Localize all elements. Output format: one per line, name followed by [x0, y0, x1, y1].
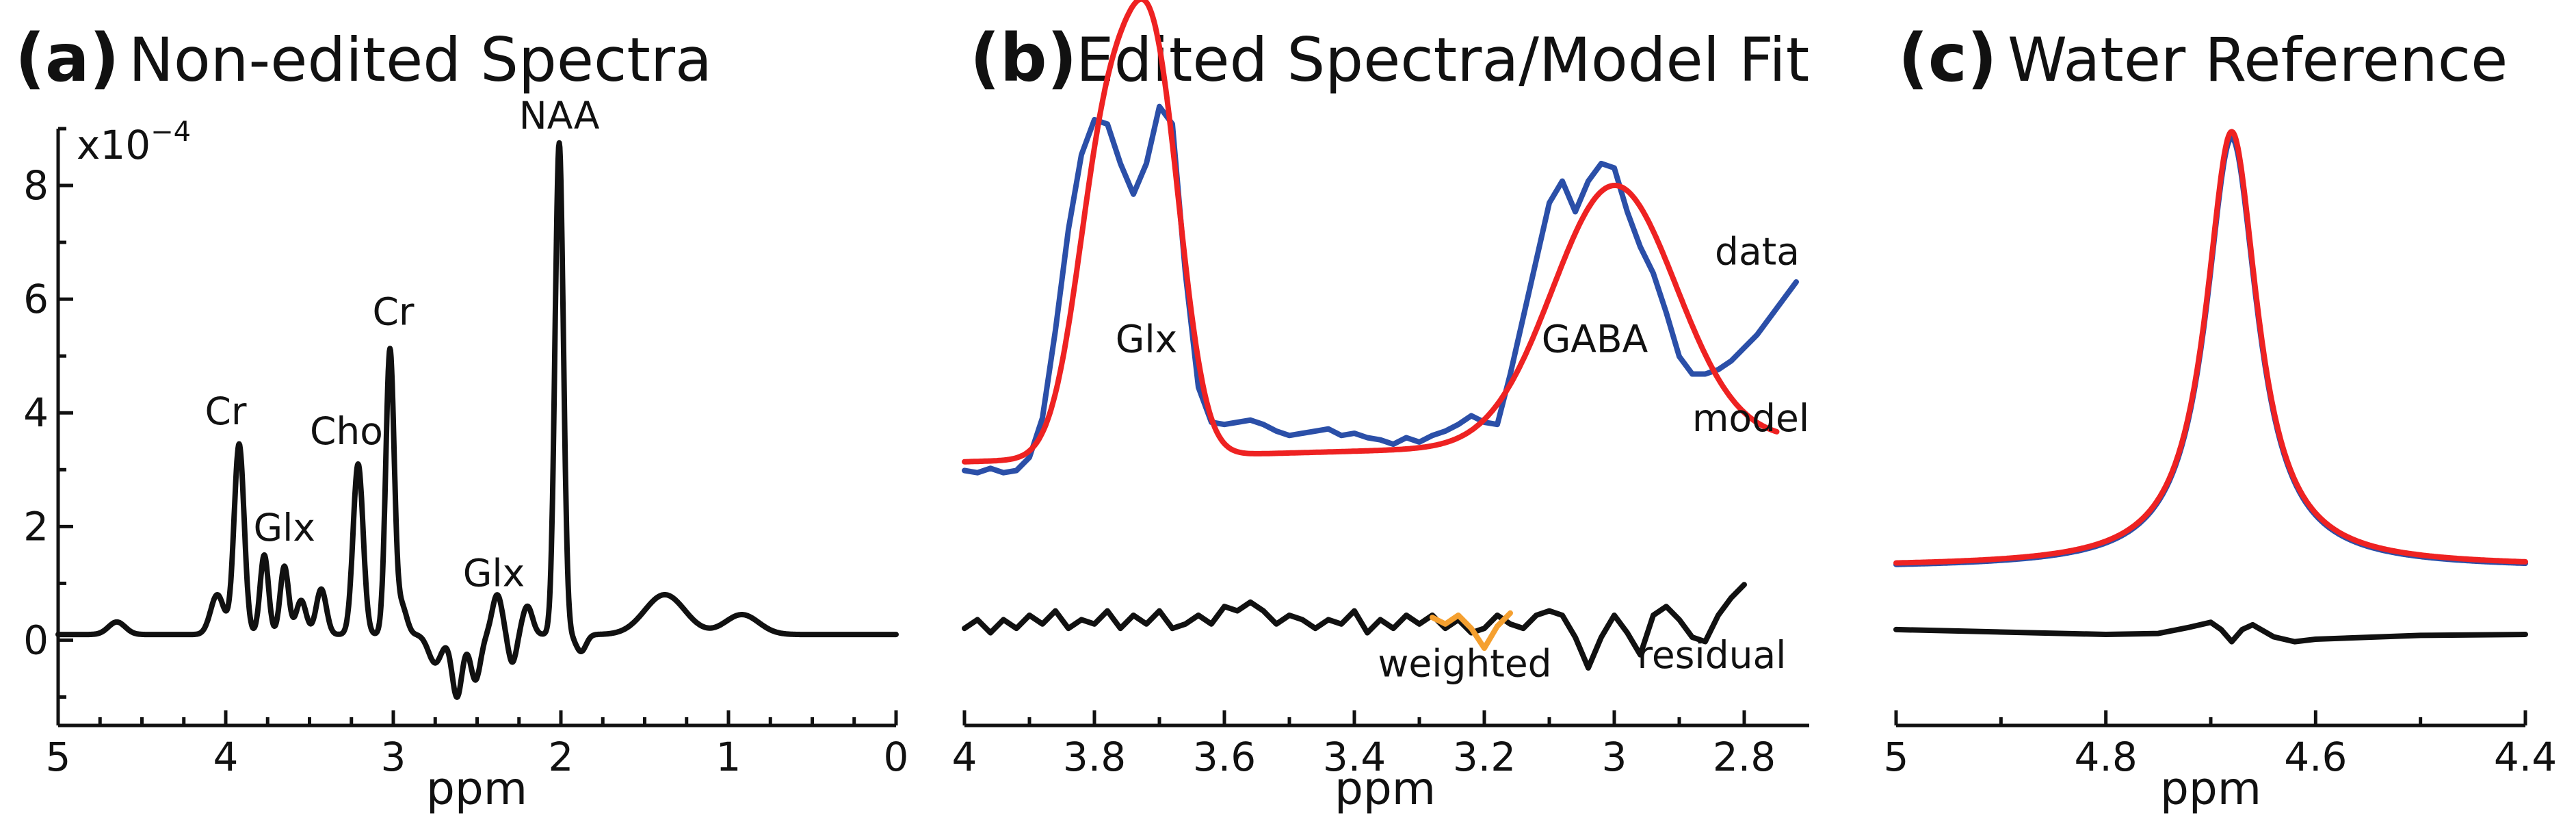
panel-b-x-tick-label: 3.2: [1453, 734, 1516, 780]
panel-c-letter: (c): [1898, 20, 1997, 96]
panel-b-residual-line: [962, 582, 1747, 671]
panel-b-curve-label: model: [1692, 396, 1809, 440]
panel-a-peak-label: Cr: [372, 290, 414, 334]
panel-b-x-tick-label: 3.8: [1063, 734, 1126, 780]
panel-c-title: Water Reference: [2008, 25, 2508, 95]
panel-a-y-scale-label: x10−4: [77, 116, 191, 168]
panel-b-x-axis-title: ppm: [1335, 762, 1436, 815]
panel-c-data-line: [1893, 135, 2528, 567]
panel-c: (c) Water Reference 5 4.8 4.6 4.4 ppm: [1884, 20, 2558, 815]
panel-a-spectrum-line: [55, 140, 899, 700]
panel-b-model-line: [962, 0, 1780, 465]
panel-c-x-axis-title: ppm: [2160, 762, 2261, 815]
panel-a-y-ticks: 0 2 4 6 8: [23, 127, 73, 699]
panel-a-peak-label: Cho: [310, 409, 383, 453]
panel-b-curve-label: weighted: [1378, 642, 1551, 686]
panel-a-x-tick-label: 3: [381, 734, 406, 780]
panel-a-x-ticks: 5 4 3 2 1 0: [46, 710, 909, 780]
panel-b-x-tick-label: 2.8: [1713, 734, 1776, 780]
panel-a-peak-label: Glx: [463, 552, 525, 595]
panel-a-y-tick-label: 8: [23, 162, 49, 209]
panel-b-weighted-line: [1430, 610, 1513, 652]
panel-a-x-tick-label: 4: [213, 734, 239, 780]
panel-a-x-tick-label: 2: [549, 734, 574, 780]
panel-a-peak-label: NAA: [519, 94, 600, 138]
panel-a-letter: (a): [15, 20, 120, 96]
panel-c-residual-line: [1893, 619, 2528, 645]
panel-a-x-tick-label: 5: [46, 734, 71, 780]
panel-c-x-tick-label: 5: [1884, 734, 1909, 780]
panel-b-x-tick-label: 4: [952, 734, 977, 780]
panel-c-x-tick-label: 4.6: [2284, 734, 2347, 780]
panel-a-y-tick-label: 6: [23, 276, 49, 322]
panel-a-y-tick-label: 0: [23, 617, 49, 663]
panel-c-x-tick-label: 4.8: [2075, 734, 2138, 780]
panel-b-data-line: [962, 103, 1799, 476]
panel-b-letter: (b): [970, 20, 1077, 96]
panel-a-x-tick-label: 1: [716, 734, 741, 780]
panel-b-x-tick-label: 3.6: [1193, 734, 1256, 780]
panel-a: (a) Non-edited Spectra x10−4 5 4 3 2 1 0 0 2 4 6…: [15, 20, 908, 815]
panel-b-title: Edited Spectra/Model Fit: [1076, 25, 1809, 95]
panel-b-curves: [962, 0, 1799, 671]
panel-b-x-ticks: 4 3.8 3.6 3.4 3.2 3 2.8: [952, 710, 1776, 780]
panel-a-peak-label: Cr: [205, 389, 246, 433]
panel-b-curve-label: Glx: [1116, 318, 1177, 361]
panel-c-curves: [1893, 129, 2528, 645]
panel-a-y-tick-label: 2: [23, 503, 49, 550]
panel-b-x-tick-label: 3: [1602, 734, 1627, 780]
panel-b-curve-label: GABA: [1542, 318, 1648, 361]
panel-b-curve-label: data: [1715, 229, 1800, 273]
panel-b-annotations: Glx GABA data model weighted residual: [1116, 229, 1809, 685]
panel-c-x-tick-label: 4.4: [2494, 734, 2557, 780]
panel-a-x-axis-title: ppm: [426, 762, 527, 815]
panel-b-curve-label: residual: [1638, 633, 1787, 677]
panel-c-model-line: [1893, 129, 2528, 566]
panel-b: (b) Edited Spectra/Model Fit 4 3.8 3.6 3.4 3…: [952, 0, 1809, 815]
panel-a-x-tick-label: 0: [884, 734, 909, 780]
panel-b-x-tick-label: 3.4: [1323, 734, 1386, 780]
panel-c-x-ticks: 5 4.8 4.6 4.4: [1884, 710, 2557, 780]
panel-a-peak-label: Glx: [254, 506, 315, 550]
panel-a-title: Non-edited Spectra: [129, 25, 712, 95]
panel-a-annotations: Cr Glx Cho Cr Glx NAA: [205, 94, 599, 595]
panel-a-curves: [55, 140, 899, 700]
panel-a-y-tick-label: 4: [23, 389, 49, 436]
